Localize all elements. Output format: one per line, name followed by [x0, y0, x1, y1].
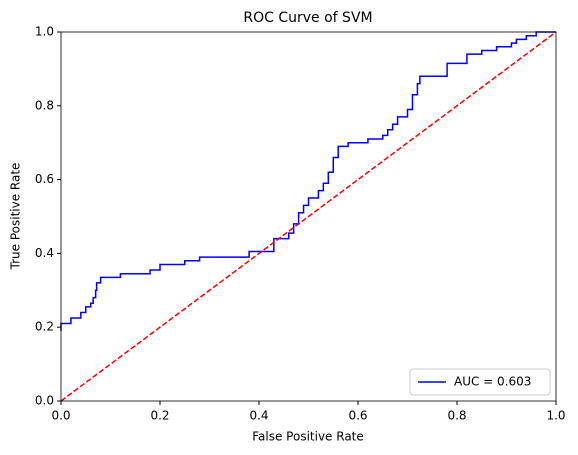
y-tick-label: 0.2	[35, 320, 54, 334]
y-axis-label: True Positive Rate	[9, 163, 23, 271]
y-tick-label: 0.6	[35, 172, 54, 186]
x-tick-label: 0.0	[51, 409, 70, 423]
legend-box	[409, 368, 551, 396]
axes-frame	[60, 31, 557, 402]
x-tick-label: 0.8	[447, 409, 466, 423]
roc-line	[60, 31, 557, 402]
x-axis-label: False Positive Rate	[252, 430, 364, 444]
x-tick-label: 0.2	[150, 409, 169, 423]
x-tick-label: 1.0	[546, 409, 565, 423]
y-tick-label: 0.4	[35, 246, 54, 260]
x-tick-label: 0.4	[249, 409, 268, 423]
legend-label: AUC = 0.603	[454, 375, 531, 389]
y-tick-label: 1.0	[35, 25, 54, 39]
y-tick-label: 0.0	[35, 394, 54, 408]
roc-line	[60, 31, 556, 331]
x-tick-label: 0.6	[348, 409, 367, 423]
y-tick-label: 0.8	[35, 98, 54, 112]
chart-title: ROC Curve of SVM	[243, 10, 372, 26]
